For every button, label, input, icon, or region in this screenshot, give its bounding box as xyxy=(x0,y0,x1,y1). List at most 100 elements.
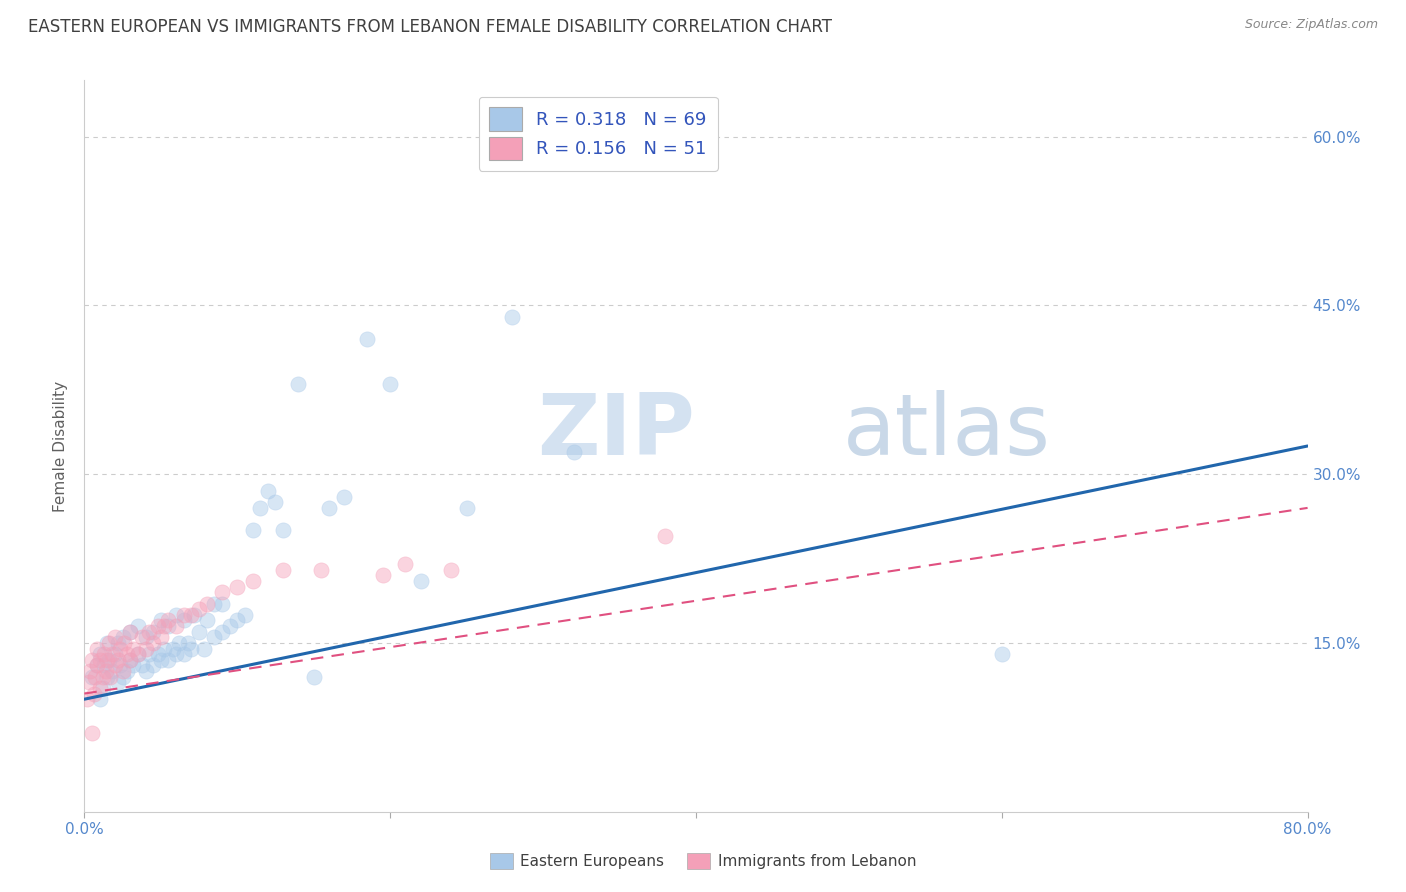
Point xyxy=(153,641,176,656)
Point xyxy=(93,647,115,661)
Point xyxy=(149,653,172,667)
Point xyxy=(173,647,195,661)
Point xyxy=(180,641,202,656)
Point xyxy=(218,619,240,633)
Point xyxy=(202,630,225,644)
Point xyxy=(91,681,114,695)
Point xyxy=(135,641,157,656)
Point xyxy=(142,636,165,650)
Point xyxy=(456,500,478,515)
Point xyxy=(86,658,108,673)
Point xyxy=(127,647,149,661)
Point xyxy=(107,653,129,667)
Point xyxy=(80,653,103,667)
Text: atlas: atlas xyxy=(842,390,1050,473)
Point xyxy=(195,614,218,628)
Point xyxy=(264,495,287,509)
Point xyxy=(157,653,180,667)
Point xyxy=(202,597,225,611)
Text: EASTERN EUROPEAN VS IMMIGRANTS FROM LEBANON FEMALE DISABILITY CORRELATION CHART: EASTERN EUROPEAN VS IMMIGRANTS FROM LEBA… xyxy=(28,18,832,36)
Point xyxy=(111,664,134,678)
Point xyxy=(120,624,142,639)
Point xyxy=(96,636,118,650)
Point xyxy=(162,641,184,656)
Point xyxy=(146,647,169,661)
Point xyxy=(112,636,135,650)
Point xyxy=(93,658,115,673)
Point xyxy=(80,726,103,740)
Point xyxy=(97,636,120,650)
Point xyxy=(440,563,463,577)
Point xyxy=(107,636,129,650)
Point xyxy=(149,614,172,628)
Text: Source: ZipAtlas.com: Source: ZipAtlas.com xyxy=(1244,18,1378,31)
Point xyxy=(89,653,111,667)
Point xyxy=(104,647,127,661)
Point xyxy=(165,647,187,661)
Point xyxy=(211,585,233,599)
Point xyxy=(135,664,157,678)
Point xyxy=(153,619,176,633)
Point xyxy=(96,670,118,684)
Point xyxy=(142,658,165,673)
Point xyxy=(233,607,256,622)
Point xyxy=(409,574,432,588)
Point xyxy=(242,574,264,588)
Point xyxy=(165,619,187,633)
Point xyxy=(76,692,98,706)
Point xyxy=(167,636,190,650)
Point xyxy=(211,597,233,611)
Y-axis label: Female Disability: Female Disability xyxy=(53,380,69,512)
Point xyxy=(77,675,100,690)
Point xyxy=(89,681,111,695)
Point xyxy=(394,557,416,571)
Point xyxy=(188,602,211,616)
Point xyxy=(127,619,149,633)
Point xyxy=(115,664,138,678)
Point xyxy=(180,607,202,622)
Point xyxy=(104,630,127,644)
Legend: R = 0.318   N = 69, R = 0.156   N = 51: R = 0.318 N = 69, R = 0.156 N = 51 xyxy=(478,96,717,171)
Point xyxy=(249,500,271,515)
Point xyxy=(226,614,249,628)
Text: ZIP: ZIP xyxy=(537,390,695,473)
Point xyxy=(83,687,105,701)
Point xyxy=(96,653,118,667)
Point xyxy=(173,614,195,628)
Point xyxy=(91,670,114,684)
Point xyxy=(242,524,264,538)
Point xyxy=(101,647,124,661)
Point xyxy=(654,529,676,543)
Point xyxy=(271,563,294,577)
Point xyxy=(177,636,200,650)
Point xyxy=(135,630,157,644)
Point xyxy=(94,664,117,678)
Point xyxy=(111,670,134,684)
Point xyxy=(86,641,108,656)
Point xyxy=(257,483,280,498)
Point xyxy=(333,490,356,504)
Point xyxy=(108,658,131,673)
Point xyxy=(502,310,524,324)
Point xyxy=(107,675,129,690)
Point xyxy=(146,619,169,633)
Point xyxy=(287,377,309,392)
Point xyxy=(226,580,249,594)
Point xyxy=(173,607,195,622)
Point xyxy=(165,607,187,622)
Point xyxy=(122,658,145,673)
Point xyxy=(120,653,142,667)
Point xyxy=(101,664,124,678)
Point xyxy=(120,653,142,667)
Point xyxy=(302,670,325,684)
Point xyxy=(97,653,120,667)
Point xyxy=(991,647,1014,661)
Point xyxy=(89,692,111,706)
Point xyxy=(108,641,131,656)
Point xyxy=(371,568,394,582)
Point xyxy=(149,630,172,644)
Point xyxy=(79,664,101,678)
Point xyxy=(271,524,294,538)
Point xyxy=(138,647,160,661)
Point xyxy=(131,658,153,673)
